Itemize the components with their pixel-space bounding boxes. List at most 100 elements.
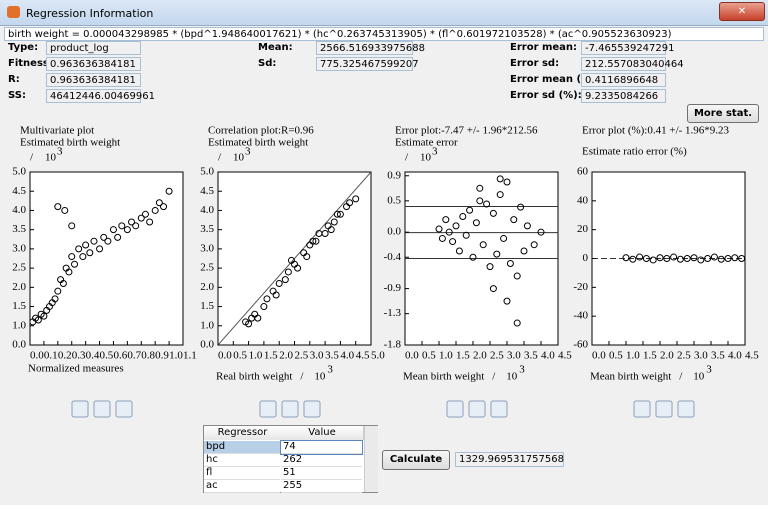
point	[459, 213, 467, 221]
point	[489, 209, 497, 217]
point	[472, 219, 480, 227]
point	[683, 255, 691, 262]
point	[34, 316, 42, 324]
field-label: SS:	[8, 90, 26, 101]
toolbar-icon[interactable]	[71, 400, 89, 418]
x-tick-label: 2.0	[660, 350, 674, 362]
scale-base: 10	[693, 371, 705, 383]
point	[629, 255, 637, 263]
point	[697, 256, 705, 264]
toolbar-icon[interactable]	[490, 400, 508, 418]
field-value: 0.963636384181	[46, 73, 141, 87]
point	[146, 218, 154, 226]
table-cell[interactable]: fl	[204, 467, 280, 480]
point	[496, 191, 504, 199]
toolbar-icon[interactable]	[115, 400, 133, 418]
table-cell[interactable]: ac	[204, 480, 280, 493]
scale-sep: /	[679, 371, 683, 383]
point	[500, 234, 508, 242]
scale-sep: /	[405, 152, 409, 164]
x-tick-label: 0.5	[609, 350, 623, 362]
toolbar-icon[interactable]	[633, 400, 651, 418]
x-tick-label: 0.8	[141, 350, 155, 362]
more-stat-button[interactable]: More stat.	[687, 104, 759, 123]
point	[65, 268, 73, 276]
point	[321, 230, 329, 238]
point	[469, 253, 477, 261]
point	[59, 279, 67, 287]
table-cell[interactable]: bpd	[204, 441, 280, 454]
y-tick-label: 5.0	[200, 166, 214, 178]
point	[312, 237, 320, 245]
scale-base: 10	[314, 371, 326, 383]
point	[275, 279, 283, 287]
point	[281, 276, 289, 284]
calculate-button[interactable]: Calculate	[382, 450, 450, 470]
close-button[interactable]: ✕	[719, 2, 765, 21]
x-tick-label: 0.0	[218, 350, 232, 362]
y-tick-label: 2.0	[200, 281, 214, 293]
y-tick-label: 0.5	[387, 194, 401, 206]
y-tick-label: 2.0	[12, 281, 26, 293]
point	[656, 254, 664, 262]
x-tick-label: 5.0	[371, 350, 385, 362]
table-cell[interactable]: 51	[281, 467, 362, 480]
point	[51, 295, 59, 303]
scale-sep: /	[218, 152, 222, 164]
point	[287, 256, 295, 264]
toolbar-icon[interactable]	[259, 400, 277, 418]
point	[151, 206, 159, 214]
scrollbar[interactable]	[364, 426, 378, 492]
x-tick-label: 0.9	[155, 350, 169, 362]
point	[476, 184, 484, 192]
y-tick-label: 0.0	[387, 226, 401, 238]
plot-title: Multivariate plot	[20, 125, 94, 137]
reference-diagonal	[218, 172, 371, 345]
point	[284, 268, 292, 276]
toolbar-icon[interactable]	[468, 400, 486, 418]
point	[445, 228, 453, 236]
toolbar-icon[interactable]	[677, 400, 695, 418]
x-tick-label: 3.5	[711, 350, 725, 362]
y-tick-label: 4.5	[12, 185, 26, 197]
scale-sep: /	[492, 371, 496, 383]
point	[493, 250, 501, 258]
field-label: Error mean:	[510, 42, 578, 53]
point	[517, 203, 525, 211]
y-tick-label: 5.0	[12, 166, 26, 178]
field-value: 2566.516933975688	[316, 41, 425, 55]
point	[245, 320, 253, 328]
toolbar-icon[interactable]	[281, 400, 299, 418]
field-value: 0.4116896648	[581, 73, 666, 87]
point	[165, 187, 173, 195]
x-tick-label: 3.0	[310, 350, 324, 362]
x-tick-label: 2.5	[677, 350, 691, 362]
field-label: Error mean (%):	[510, 74, 600, 85]
table-cell[interactable]: 74	[280, 440, 363, 455]
toolbar-icon[interactable]	[446, 400, 464, 418]
scale-base: 10	[45, 152, 57, 164]
point	[294, 264, 302, 272]
point	[68, 222, 76, 230]
x-tick-label: 4.0	[728, 350, 742, 362]
y-tick-label: 0.9	[387, 169, 401, 181]
table-cell[interactable]: 255	[281, 480, 362, 493]
point	[466, 206, 474, 214]
table-cell[interactable]: hc	[204, 454, 280, 467]
x-tick-label: 0.1	[44, 350, 58, 362]
plot-title: Error plot (%):0.41 +/- 1.96*9.23	[582, 125, 730, 137]
point	[724, 255, 732, 262]
toolbar-icon[interactable]	[303, 400, 321, 418]
toolbar-icon[interactable]	[93, 400, 111, 418]
table-cell[interactable]: 262	[281, 454, 362, 467]
point	[309, 237, 317, 245]
point	[483, 200, 491, 208]
point	[663, 255, 671, 262]
point	[109, 226, 117, 234]
y-tick-label: 1.5	[12, 300, 26, 312]
plot-subtitle: Estimate error	[395, 137, 458, 149]
point	[260, 303, 268, 311]
scale-base: 10	[506, 371, 518, 383]
x-axis-label: Mean birth weight	[403, 371, 484, 383]
toolbar-icon[interactable]	[655, 400, 673, 418]
